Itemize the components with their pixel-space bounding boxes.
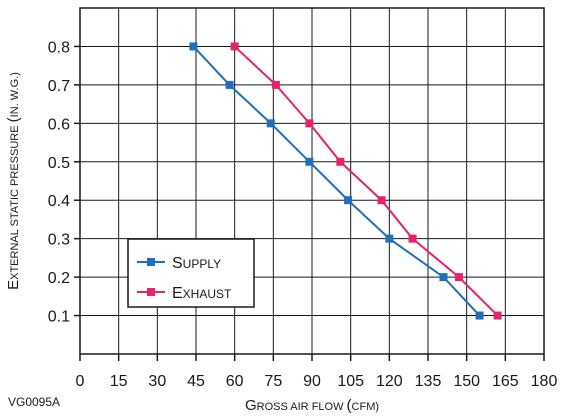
y-tick-label: 0.5 [48,155,70,172]
legend-marker-supply [147,258,155,266]
y-tick-label: 0.3 [48,232,70,249]
data-point-supply [344,196,353,205]
data-point-exhaust [408,234,417,243]
y-tick-label: 0.4 [48,193,70,210]
figure-id: VG0095A [8,395,60,409]
data-point-exhaust [305,119,314,128]
data-point-exhaust [271,80,280,89]
legend-marker-exhaust [147,288,155,296]
y-tick-label: 0.6 [48,116,70,133]
series-exhaust [230,42,502,320]
data-point-supply [305,157,314,166]
legend-label-exhaust: EXHAUST [172,285,232,302]
legend-label-supply: SUPPLY [172,255,221,272]
x-axis-title: GROSS AIR FLOW (CFM) [245,397,379,414]
legend-item-supply: SUPPLY [137,255,221,272]
x-tick-label: 150 [453,373,480,390]
series-layer [189,42,502,320]
x-tick-label: 180 [531,373,558,390]
y-tick-label: 0.1 [48,309,70,326]
data-point-supply [225,80,234,89]
y-tick-label: 0.7 [48,78,70,95]
x-tick-label: 165 [492,373,519,390]
y-axis-title: EXTERNAL STATIC PRESSURE (IN. W.G.) [5,72,22,290]
x-tick-label: 30 [148,373,166,390]
y-tick-label: 0.8 [48,39,70,56]
y-axis: 0.1 0.2 0.3 0.4 0.5 0.6 0.7 0.8 [48,39,80,326]
x-tick-label: 0 [76,373,85,390]
data-point-supply [439,273,448,282]
data-point-exhaust [493,311,502,320]
x-tick-label: 120 [376,373,403,390]
data-point-exhaust [377,196,386,205]
x-axis: 0 15 30 45 60 75 90 105 120 135 150 165 180 [76,354,558,390]
data-point-supply [475,311,484,320]
legend-item-exhaust: EXHAUST [137,285,232,302]
x-tick-label: 135 [415,373,442,390]
x-tick-label: 15 [110,373,128,390]
data-point-supply [385,234,394,243]
y-tick-label: 0.2 [48,270,70,287]
x-tick-label: 60 [226,373,244,390]
data-point-exhaust [454,273,463,282]
legend: SUPPLY EXHAUST [127,238,255,308]
data-point-exhaust [336,157,345,166]
series-line-exhaust [233,45,499,317]
series-supply [189,42,484,320]
x-tick-label: 105 [337,373,364,390]
x-tick-label: 90 [303,373,321,390]
series-line-supply [192,45,481,317]
x-tick-label: 45 [187,373,205,390]
data-point-exhaust [230,42,239,51]
x-tick-label: 75 [264,373,282,390]
data-point-supply [189,42,198,51]
data-point-supply [266,119,275,128]
